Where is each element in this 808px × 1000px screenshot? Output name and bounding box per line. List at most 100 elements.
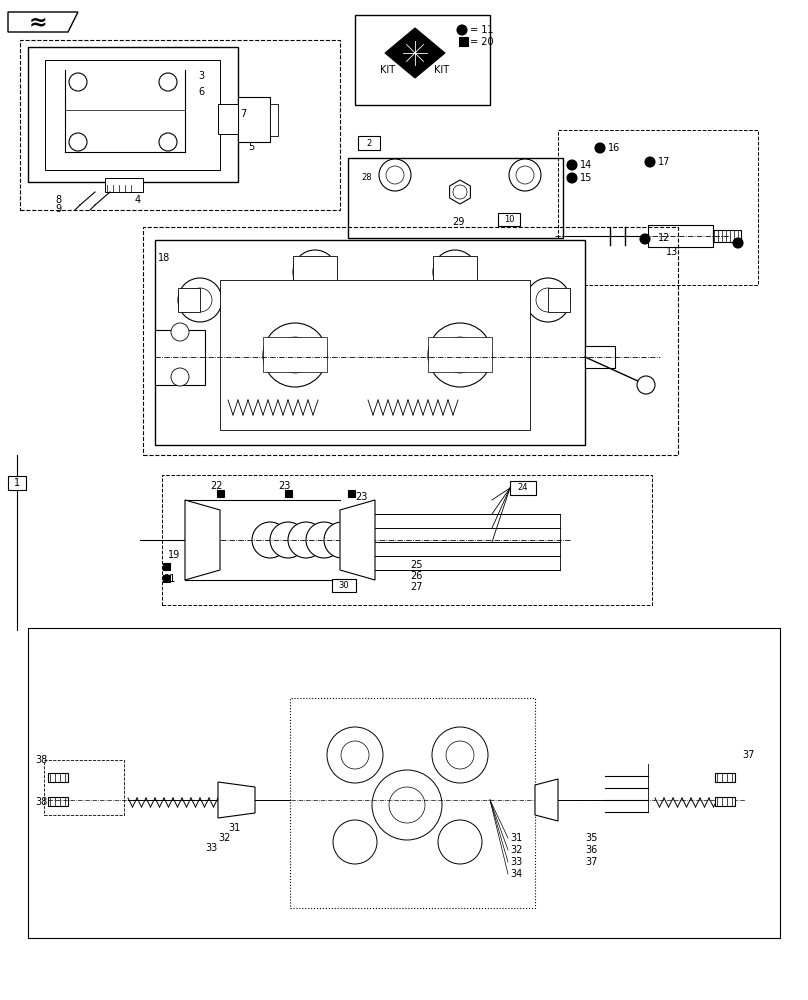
Circle shape	[637, 376, 655, 394]
Text: 29: 29	[452, 217, 465, 227]
Text: 14: 14	[580, 160, 592, 170]
Text: 9: 9	[55, 204, 61, 214]
Text: 23: 23	[355, 492, 368, 502]
Circle shape	[640, 234, 650, 244]
Bar	[45, 60, 220, 170]
Text: ≈: ≈	[29, 12, 48, 32]
Circle shape	[509, 159, 541, 191]
Text: 24: 24	[518, 484, 528, 492]
Polygon shape	[185, 500, 220, 580]
Circle shape	[442, 337, 478, 373]
Circle shape	[595, 143, 605, 153]
Bar	[428, 337, 492, 372]
Bar	[715, 773, 735, 782]
Text: 5: 5	[248, 142, 255, 152]
Bar	[355, 171, 379, 185]
Text: KIT: KIT	[381, 65, 396, 75]
Text: 34: 34	[510, 869, 522, 879]
Text: 18: 18	[158, 253, 170, 263]
Text: 22: 22	[210, 481, 222, 491]
Circle shape	[341, 741, 369, 769]
Text: 7: 7	[240, 109, 246, 119]
Circle shape	[567, 173, 577, 183]
Bar	[293, 256, 337, 288]
Bar	[48, 773, 68, 782]
Bar	[358, 136, 380, 150]
Circle shape	[171, 368, 189, 386]
Circle shape	[432, 727, 488, 783]
Text: 38: 38	[35, 797, 47, 807]
Text: 35: 35	[585, 833, 597, 843]
Bar	[459, 37, 468, 46]
Text: 25: 25	[410, 560, 423, 570]
Text: 10: 10	[503, 216, 514, 225]
Circle shape	[188, 288, 212, 312]
Bar	[28, 628, 780, 938]
Bar	[648, 225, 713, 247]
Bar	[548, 288, 570, 312]
Text: = 20: = 20	[470, 37, 494, 47]
Polygon shape	[340, 500, 375, 580]
Text: 33: 33	[510, 857, 522, 867]
Bar	[20, 40, 340, 210]
Bar	[270, 104, 278, 136]
Circle shape	[263, 323, 327, 387]
Bar	[8, 476, 26, 490]
Circle shape	[733, 238, 743, 248]
Bar	[585, 346, 615, 368]
Bar	[105, 178, 143, 192]
Bar	[218, 104, 238, 134]
Circle shape	[159, 73, 177, 91]
Bar	[48, 797, 68, 806]
Circle shape	[324, 522, 360, 558]
Text: 28: 28	[362, 174, 372, 182]
Circle shape	[270, 522, 306, 558]
Circle shape	[433, 250, 477, 294]
Circle shape	[288, 522, 324, 558]
Bar	[510, 481, 536, 495]
Text: 12: 12	[658, 233, 671, 243]
Bar	[162, 475, 652, 605]
Circle shape	[386, 166, 404, 184]
Bar	[332, 579, 356, 592]
Text: 37: 37	[742, 750, 755, 760]
Text: 23: 23	[278, 481, 290, 491]
Circle shape	[252, 522, 288, 558]
Bar	[713, 230, 741, 242]
Circle shape	[277, 337, 313, 373]
Bar	[348, 490, 355, 497]
Text: 4: 4	[135, 195, 141, 205]
Text: 2: 2	[366, 138, 372, 147]
Circle shape	[69, 73, 87, 91]
Bar	[217, 490, 224, 497]
Bar	[285, 490, 292, 497]
Text: 15: 15	[580, 173, 592, 183]
Text: 3: 3	[198, 71, 204, 81]
Circle shape	[645, 157, 655, 167]
Bar	[348, 158, 563, 238]
Circle shape	[389, 787, 425, 823]
Text: 30: 30	[339, 582, 349, 590]
Text: 26: 26	[410, 571, 423, 581]
Text: 21: 21	[163, 574, 175, 584]
Text: 31: 31	[228, 823, 240, 833]
Bar	[290, 698, 535, 908]
Bar	[143, 227, 678, 455]
Circle shape	[428, 323, 492, 387]
Circle shape	[446, 741, 474, 769]
Bar	[28, 47, 238, 182]
Circle shape	[333, 820, 377, 864]
Circle shape	[306, 522, 342, 558]
Bar	[163, 575, 170, 582]
Text: KIT: KIT	[435, 65, 449, 75]
Bar	[355, 15, 490, 105]
Text: 8: 8	[55, 195, 61, 205]
Text: 19: 19	[168, 550, 180, 560]
Bar	[155, 240, 585, 445]
Text: = 11: = 11	[470, 25, 494, 35]
Text: 16: 16	[608, 143, 621, 153]
Text: 17: 17	[658, 157, 671, 167]
Text: 33: 33	[205, 843, 217, 853]
Polygon shape	[218, 782, 255, 818]
Circle shape	[453, 185, 467, 199]
